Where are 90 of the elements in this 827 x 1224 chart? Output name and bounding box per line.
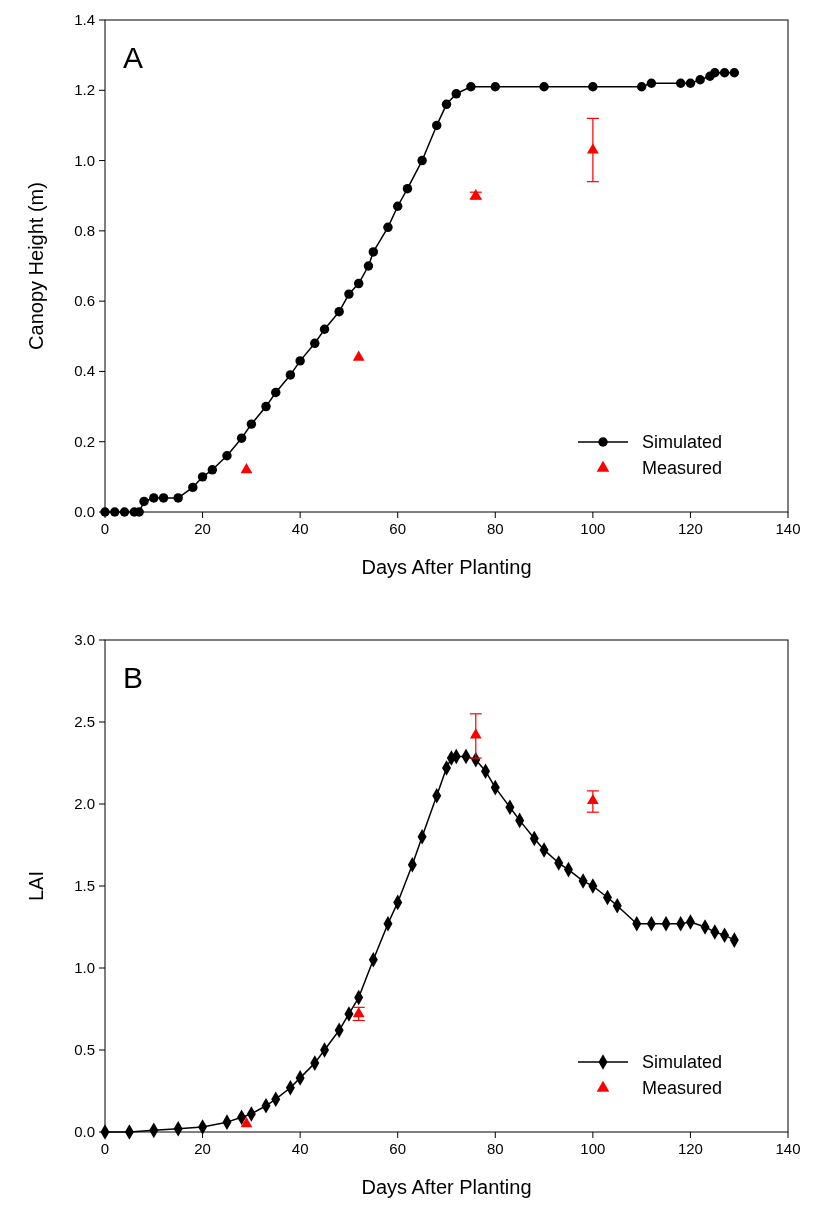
point xyxy=(240,1117,253,1128)
y-tick-label: 1.2 xyxy=(74,81,95,99)
x-tick-label: 40 xyxy=(291,1140,309,1157)
y-tick-label: 1.0 xyxy=(74,959,95,976)
point xyxy=(319,324,330,334)
y-tick-label: 2.5 xyxy=(74,713,95,730)
point xyxy=(586,793,599,805)
point xyxy=(719,68,730,78)
y-tick-label: 0.0 xyxy=(74,503,95,520)
point xyxy=(466,82,476,92)
point xyxy=(344,289,354,299)
point xyxy=(197,472,208,482)
x-tick-label: 80 xyxy=(486,1140,504,1157)
y-tick-label: 0.2 xyxy=(74,432,95,450)
y-tick-label: 3.0 xyxy=(74,631,95,648)
x-tick-label: 20 xyxy=(194,1140,211,1157)
point xyxy=(451,89,461,99)
legend-label: Measured xyxy=(642,1078,723,1098)
point xyxy=(222,451,232,461)
point xyxy=(158,493,169,503)
y-tick-label: 0.8 xyxy=(74,221,95,239)
point xyxy=(246,419,257,429)
y-axis-title: Canopy Height (m) xyxy=(25,182,47,350)
point xyxy=(695,75,705,85)
y-tick-label: 0.6 xyxy=(74,292,95,310)
point xyxy=(236,433,247,443)
point xyxy=(432,120,442,131)
x-tick-label: 100 xyxy=(580,520,606,537)
y-tick-label: 1.0 xyxy=(74,151,95,169)
x-tick-label: 120 xyxy=(677,520,703,537)
point xyxy=(469,728,482,739)
legend-label: Simulated xyxy=(642,1052,723,1072)
point xyxy=(240,463,253,474)
y-tick-label: 0.5 xyxy=(74,1041,95,1058)
y-tick-label: 2.0 xyxy=(74,795,95,812)
point xyxy=(261,401,271,412)
point xyxy=(392,201,403,211)
point xyxy=(588,82,598,92)
x-tick-label: 80 xyxy=(486,520,504,537)
y-tick-label: 1.4 xyxy=(74,11,95,28)
x-tick-label: 0 xyxy=(100,1140,110,1157)
point xyxy=(285,370,296,380)
legend-label: Measured xyxy=(642,458,723,478)
point xyxy=(353,278,364,289)
point xyxy=(675,78,686,88)
point xyxy=(368,247,379,257)
point xyxy=(110,507,120,517)
point xyxy=(173,493,183,503)
point xyxy=(710,68,720,78)
point xyxy=(490,82,501,92)
legend-label: Simulated xyxy=(642,432,723,452)
point xyxy=(188,482,198,493)
point xyxy=(334,306,344,317)
point xyxy=(295,356,305,366)
point xyxy=(646,78,657,88)
x-tick-label: 140 xyxy=(775,520,801,537)
annotation: A xyxy=(123,41,144,74)
point xyxy=(363,261,374,271)
y-tick-label: 0.4 xyxy=(74,362,95,380)
point xyxy=(207,465,218,475)
x-tick-label: 120 xyxy=(677,1140,703,1157)
x-tick-label: 140 xyxy=(775,1140,801,1157)
point xyxy=(539,82,549,92)
x-tick-label: 20 xyxy=(194,520,211,537)
x-tick-label: 0 xyxy=(100,520,110,537)
y-tick-label: 1.5 xyxy=(74,877,95,894)
point xyxy=(271,387,281,398)
point xyxy=(685,78,696,88)
point xyxy=(352,1007,365,1018)
x-axis-title: Days After Planting xyxy=(361,556,532,578)
x-tick-label: 40 xyxy=(291,520,309,537)
point xyxy=(441,99,452,110)
point xyxy=(383,222,393,233)
point xyxy=(417,155,427,166)
x-axis-title: Days After Planting xyxy=(361,1176,532,1198)
y-tick-label: 0.0 xyxy=(74,1123,95,1140)
x-tick-label: 60 xyxy=(389,1140,407,1157)
point xyxy=(402,183,413,194)
point xyxy=(139,496,149,507)
point xyxy=(119,507,130,517)
point xyxy=(636,82,647,92)
annotation: B xyxy=(123,661,144,694)
point xyxy=(729,68,740,78)
point xyxy=(586,143,599,154)
point xyxy=(310,338,320,349)
x-tick-label: 100 xyxy=(580,1140,606,1157)
y-axis-title: LAI xyxy=(25,870,47,902)
point xyxy=(352,350,365,361)
point xyxy=(149,493,159,503)
x-tick-label: 60 xyxy=(389,520,407,537)
